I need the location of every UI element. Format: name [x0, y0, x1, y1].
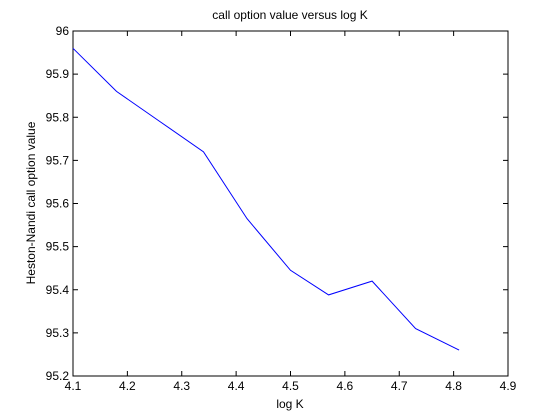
y-tick-label: 95.6 [46, 197, 70, 211]
x-tick-label: 4.6 [337, 379, 354, 393]
y-tick-label: 95.8 [46, 110, 70, 124]
series-line-0 [72, 47, 460, 351]
x-tick-label: 4.4 [228, 379, 245, 393]
y-tick-label: 95.2 [46, 369, 70, 383]
y-axis-label: Heston-Nandi call option value [24, 121, 38, 284]
x-tick-label: 4.7 [391, 379, 408, 393]
x-tick-label: 4.1 [65, 379, 82, 393]
x-axis-label: log K [276, 397, 303, 411]
x-tick-label: 4.9 [500, 379, 517, 393]
y-tick-label: 95.7 [46, 153, 70, 167]
y-tick-label: 95.9 [46, 67, 70, 81]
y-tick-label: 95.5 [46, 240, 70, 254]
y-tick-label: 95.3 [46, 326, 70, 340]
chart-title: call option value versus log K [212, 8, 367, 22]
x-tick-label: 4.2 [119, 379, 136, 393]
series-layer [72, 47, 460, 351]
axis-ticks: 4.1 4.2 4.3 4.4 4.5 4.6 4.7 4.8 4.9 95.2 95.3 95.4 9… [46, 24, 517, 393]
y-tick-label: 95.4 [46, 283, 70, 297]
y-tick-label: 96 [56, 24, 70, 38]
x-tick-label: 4.5 [282, 379, 299, 393]
plot-area [72, 30, 509, 377]
x-tick-label: 4.8 [445, 379, 462, 393]
x-tick-label: 4.3 [173, 379, 190, 393]
